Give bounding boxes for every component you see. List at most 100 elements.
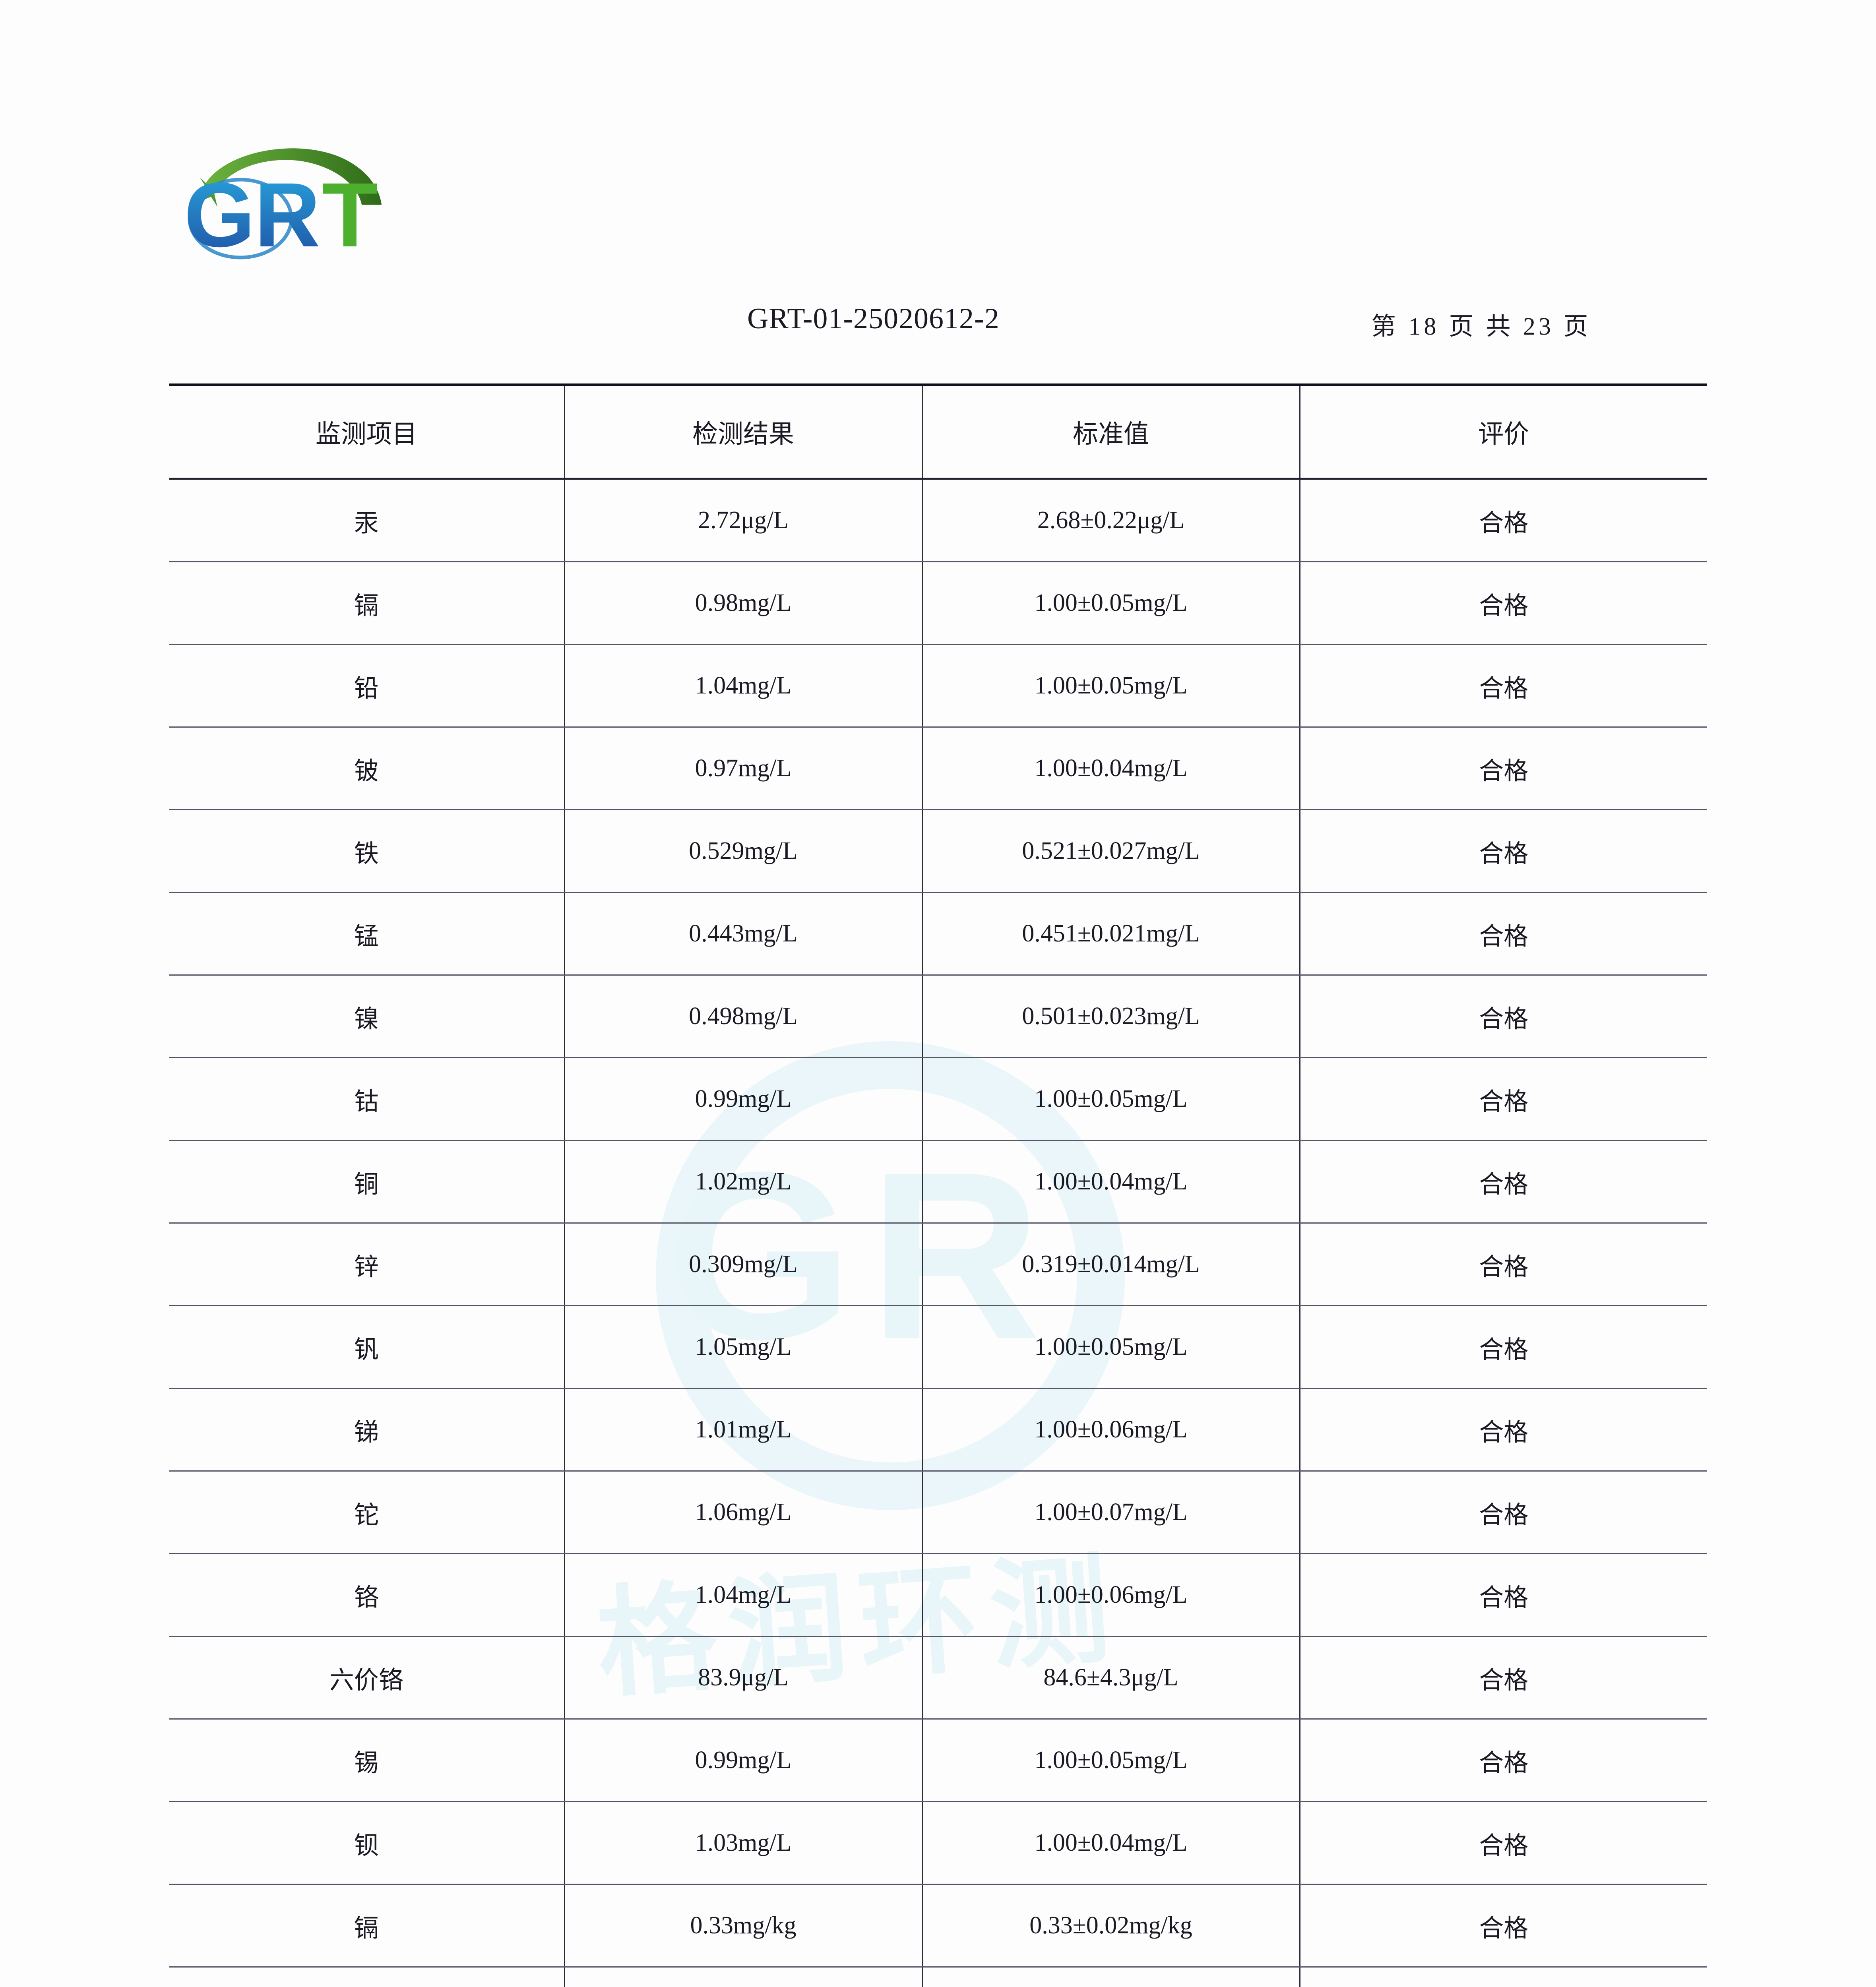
cell-evaluation: 合格 xyxy=(1299,1140,1707,1224)
column-header-evaluation: 评价 xyxy=(1299,383,1707,480)
results-table: 监测项目 检测结果 标准值 评价 汞 2.72μg/L 2.68±0.22μg/L 合… xyxy=(169,383,1707,1987)
cell-item: 锰 xyxy=(169,892,565,976)
cell-result: 1.04mg/L xyxy=(564,644,923,728)
cell-result: 1.02mg/L xyxy=(564,1140,923,1224)
table-row: 钡 1.03mg/L 1.00±0.04mg/L 合格 xyxy=(169,1801,1707,1885)
grt-logo: G R T xyxy=(181,141,499,266)
cell-result: 83.9μg/L xyxy=(564,1636,923,1720)
table-row: 六价铬 83.9μg/L 84.6±4.3μg/L 合格 xyxy=(169,1636,1707,1720)
cell-item: 钒 xyxy=(169,1305,565,1389)
cell-result: 2.72μg/L xyxy=(564,478,923,562)
cell-result: 0.529mg/L xyxy=(564,809,923,893)
cell-evaluation: 合格 xyxy=(1299,478,1707,562)
cell-result: 0.443mg/L xyxy=(564,892,923,976)
table-row: 铍 0.97mg/L 1.00±0.04mg/L 合格 xyxy=(169,726,1707,810)
table-row: 铜 1.02mg/L 1.00±0.04mg/L 合格 xyxy=(169,1140,1707,1224)
table-row: 镉 0.33mg/kg 0.33±0.02mg/kg 合格 xyxy=(169,1884,1707,1968)
cell-result: 0.99mg/L xyxy=(564,1718,923,1802)
cell-standard: 1.00±0.05mg/L xyxy=(921,1718,1300,1802)
results-table-container: 监测项目 检测结果 标准值 评价 汞 2.72μg/L 2.68±0.22μg/L 合… xyxy=(169,383,1707,1987)
cell-result: 0.61mg/kg xyxy=(564,1966,923,1987)
cell-evaluation: 合格 xyxy=(1299,1222,1707,1306)
cell-item: 钴 xyxy=(169,1057,565,1141)
column-header-result: 检测结果 xyxy=(564,383,923,480)
svg-text:G: G xyxy=(184,164,255,260)
cell-standard: 1.00±0.05mg/L xyxy=(921,1057,1300,1141)
table-row: 锌 0.309mg/L 0.319±0.014mg/L 合格 xyxy=(169,1222,1707,1306)
cell-standard: 0.319±0.014mg/L xyxy=(921,1222,1300,1306)
cell-evaluation: 合格 xyxy=(1299,809,1707,893)
cell-standard: 1.00±0.05mg/L xyxy=(921,561,1300,645)
cell-item: 镍 xyxy=(169,974,565,1058)
cell-evaluation: 合格 xyxy=(1299,1718,1707,1802)
cell-evaluation: 合格 xyxy=(1299,1801,1707,1885)
cell-item: 汞 xyxy=(169,478,565,562)
cell-evaluation: 合格 xyxy=(1299,974,1707,1058)
table-row: 汞 2.72μg/L 2.68±0.22μg/L 合格 xyxy=(169,478,1707,562)
cell-result: 0.309mg/L xyxy=(564,1222,923,1306)
cell-item: 六价铬 xyxy=(169,1636,565,1720)
cell-evaluation: 合格 xyxy=(1299,1388,1707,1472)
cell-item: 钡 xyxy=(169,1801,565,1885)
table-row: 钒 1.05mg/L 1.00±0.05mg/L 合格 xyxy=(169,1305,1707,1389)
cell-item: 铜 xyxy=(169,1140,565,1224)
cell-standard: 0.451±0.021mg/L xyxy=(921,892,1300,976)
cell-item: 铬 xyxy=(169,1553,565,1637)
cell-evaluation: 合格 xyxy=(1299,1966,1707,1987)
table-row: 锰 0.443mg/L 0.451±0.021mg/L 合格 xyxy=(169,892,1707,976)
table-row: 铅 1.04mg/L 1.00±0.05mg/L 合格 xyxy=(169,644,1707,728)
cell-standard: 0.521±0.027mg/L xyxy=(921,809,1300,893)
cell-result: 1.03mg/L xyxy=(564,1801,923,1885)
cell-result: 1.05mg/L xyxy=(564,1305,923,1389)
cell-item: 锌 xyxy=(169,1222,565,1306)
cell-item: 铍 xyxy=(169,726,565,810)
svg-text:T: T xyxy=(322,164,378,260)
cell-result: 0.98mg/L xyxy=(564,561,923,645)
cell-evaluation: 合格 xyxy=(1299,644,1707,728)
cell-result: 1.06mg/L xyxy=(564,1470,923,1554)
cell-standard: 1.00±0.04mg/L xyxy=(921,1801,1300,1885)
cell-item: 镉 xyxy=(169,1884,565,1968)
column-header-item: 监测项目 xyxy=(169,383,565,480)
cell-result: 0.99mg/L xyxy=(564,1057,923,1141)
cell-item: 铁 xyxy=(169,809,565,893)
cell-standard: 1.00±0.04mg/L xyxy=(921,1140,1300,1224)
cell-evaluation: 合格 xyxy=(1299,1305,1707,1389)
cell-standard: 0.501±0.023mg/L xyxy=(921,974,1300,1058)
cell-evaluation: 合格 xyxy=(1299,1636,1707,1720)
cell-standard: 1.00±0.07mg/L xyxy=(921,1470,1300,1554)
table-row: 锡 0.99mg/L 1.00±0.05mg/L 合格 xyxy=(169,1718,1707,1802)
page-number-label: 第 18 页 共 23 页 xyxy=(1371,313,1591,340)
table-row: 铊 1.06mg/L 1.00±0.07mg/L 合格 xyxy=(169,1470,1707,1554)
cell-standard: 0.58±0.03mg/kg xyxy=(921,1966,1300,1987)
cell-standard: 1.00±0.06mg/L xyxy=(921,1553,1300,1637)
cell-standard: 1.00±0.06mg/L xyxy=(921,1388,1300,1472)
cell-evaluation: 合格 xyxy=(1299,1470,1707,1554)
cell-result: 1.04mg/L xyxy=(564,1553,923,1637)
svg-text:R: R xyxy=(254,164,320,260)
cell-evaluation: 合格 xyxy=(1299,1553,1707,1637)
table-header-row: 监测项目 检测结果 标准值 评价 xyxy=(169,383,1707,480)
results-table-body: 汞 2.72μg/L 2.68±0.22μg/L 合格镉 0.98mg/L 1.00±0.… xyxy=(169,478,1707,1987)
cell-item: 铅 xyxy=(169,644,565,728)
cell-item: 铊 xyxy=(169,1470,565,1554)
cell-standard: 0.33±0.02mg/kg xyxy=(921,1884,1300,1968)
cell-evaluation: 合格 xyxy=(1299,892,1707,976)
cell-result: 0.498mg/L xyxy=(564,974,923,1058)
table-row: 铁 0.529mg/L 0.521±0.027mg/L 合格 xyxy=(169,809,1707,893)
cell-evaluation: 合格 xyxy=(1299,561,1707,645)
cell-standard: 1.00±0.05mg/L xyxy=(921,644,1300,728)
table-row: 镉 0.98mg/L 1.00±0.05mg/L 合格 xyxy=(169,561,1707,645)
cell-item: 镉 xyxy=(169,561,565,645)
cell-result: 0.33mg/kg xyxy=(564,1884,923,1968)
table-row: 锑 1.01mg/L 1.00±0.06mg/L 合格 xyxy=(169,1388,1707,1472)
cell-result: 0.97mg/L xyxy=(564,726,923,810)
cell-evaluation: 合格 xyxy=(1299,726,1707,810)
cell-item: 锡 xyxy=(169,1718,565,1802)
document-header: GRT-01-25020612-2 第 18 页 共 23 页 xyxy=(0,302,1876,346)
cell-standard: 1.00±0.05mg/L xyxy=(921,1305,1300,1389)
table-row: 铬 1.04mg/L 1.00±0.06mg/L 合格 xyxy=(169,1553,1707,1637)
column-header-standard: 标准值 xyxy=(921,383,1300,480)
